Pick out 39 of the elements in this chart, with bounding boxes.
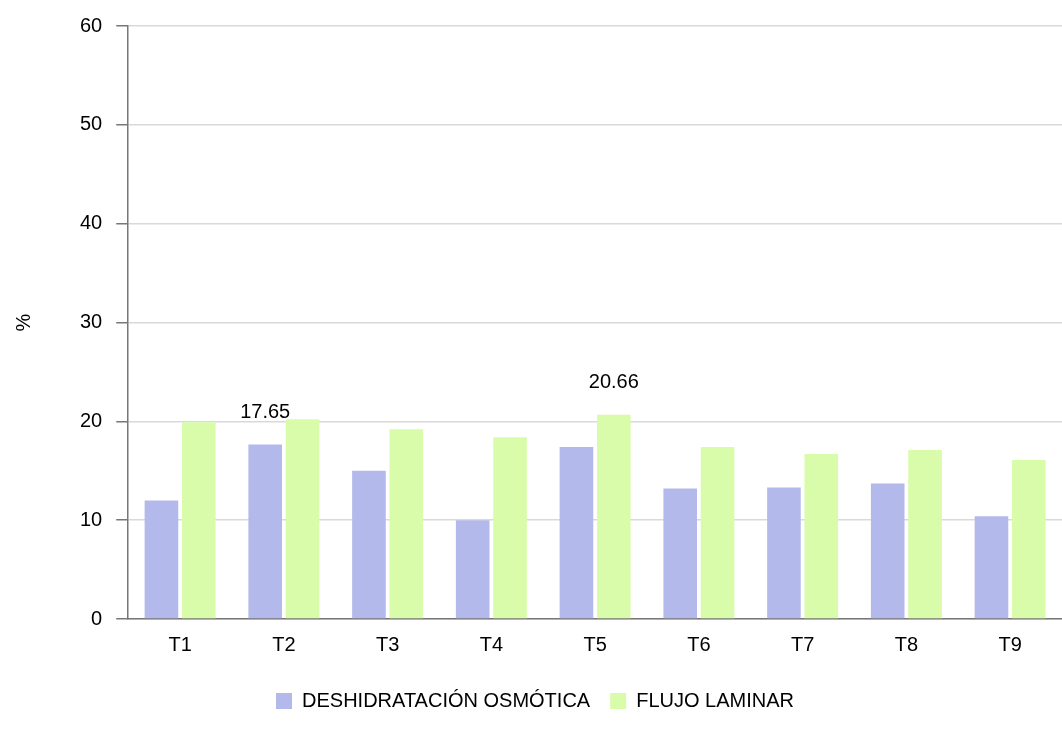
x-tick-label: T2 — [272, 632, 296, 655]
y-tick-label: 60 — [80, 13, 103, 36]
y-tick-label: 50 — [80, 112, 103, 135]
data-label: 20.66 — [588, 370, 639, 393]
bar — [144, 500, 179, 619]
x-tick-label: T4 — [479, 632, 504, 655]
y-axis-title: % — [11, 313, 34, 332]
bar — [1011, 459, 1046, 619]
bar — [767, 487, 801, 619]
x-tick-label: T6 — [687, 632, 711, 655]
y-tick-label: 20 — [80, 408, 103, 431]
bar — [596, 414, 631, 619]
bar — [389, 429, 424, 619]
legend-label: FLUJO LAMINAR — [636, 688, 794, 711]
bar — [908, 450, 942, 619]
legend-label: DESHIDRATACIÓN OSMÓTICA — [302, 688, 591, 711]
bar — [870, 483, 905, 619]
bar — [559, 447, 594, 619]
bar — [974, 516, 1009, 619]
bar — [181, 422, 216, 619]
y-tick-label: 0 — [91, 606, 103, 629]
x-tick-label: T1 — [168, 632, 192, 655]
y-tick-label: 30 — [80, 310, 103, 333]
bar — [804, 453, 839, 619]
bar — [493, 437, 527, 619]
data-label: 17.65 — [240, 400, 291, 423]
x-tick-label: T7 — [790, 632, 815, 655]
x-tick-label: T9 — [998, 632, 1022, 655]
x-tick-label: T5 — [583, 632, 607, 655]
y-tick-label: 10 — [80, 507, 103, 530]
bar — [700, 447, 735, 619]
bar — [285, 419, 320, 619]
bar — [455, 520, 490, 619]
bar — [248, 444, 282, 619]
bar — [352, 470, 386, 619]
y-tick-label: 40 — [80, 211, 103, 234]
x-tick-label: T8 — [894, 632, 919, 655]
bar — [663, 488, 698, 619]
x-tick-label: T3 — [375, 632, 400, 655]
